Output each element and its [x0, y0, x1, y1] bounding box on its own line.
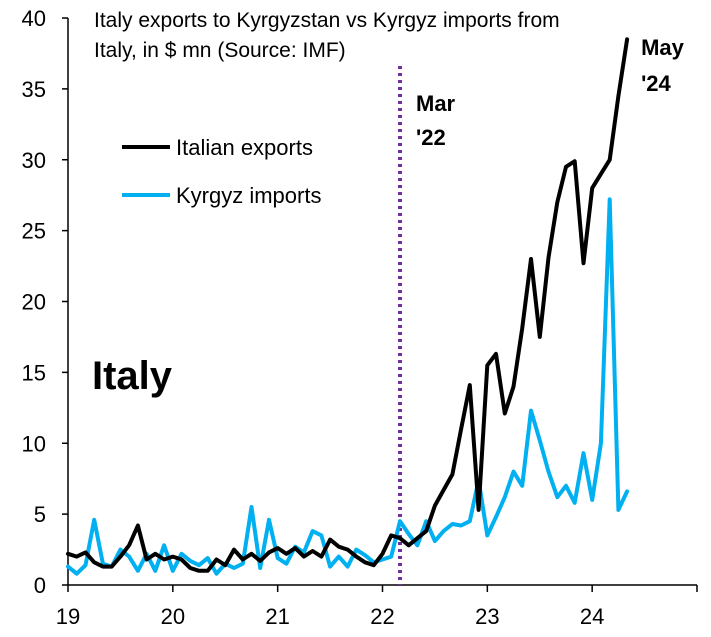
y-tick-label: 30: [22, 148, 46, 173]
legend: Italian exports Kyrgyz imports: [122, 135, 321, 208]
series-line-italian-exports: [66, 37, 630, 573]
x-tick-label: 24: [580, 604, 604, 629]
legend-label-italian-exports: Italian exports: [176, 135, 313, 160]
y-tick-label: 15: [22, 360, 46, 385]
y-tick-label: 40: [22, 6, 46, 31]
march-2022-label-line-2: '22: [416, 125, 446, 150]
x-axis-ticks: 19 20 21 22 23 24: [56, 585, 698, 629]
y-tick-label: 0: [34, 573, 46, 598]
series-lines: [66, 37, 630, 576]
may-2024-label-line-1: May: [641, 35, 685, 60]
x-tick-label: 19: [56, 604, 80, 629]
series-line-kyrgyz-imports: [66, 197, 630, 576]
x-tick-label: 20: [161, 604, 185, 629]
y-tick-label: 20: [22, 290, 46, 315]
chart-title-line-1: Italy exports to Kyrgyzstan vs Kyrgyz im…: [94, 9, 560, 32]
legend-label-kyrgyz-imports: Kyrgyz imports: [176, 183, 321, 208]
x-tick-label: 22: [370, 604, 394, 629]
y-tick-label: 35: [22, 77, 46, 102]
y-tick-label: 25: [22, 219, 46, 244]
x-tick-label: 23: [475, 604, 499, 629]
march-2022-label-line-1: Mar: [416, 91, 456, 116]
x-tick-label: 21: [265, 604, 289, 629]
y-tick-label: 5: [34, 502, 46, 527]
may-2024-label-line-2: '24: [641, 71, 671, 96]
y-tick-label: 10: [22, 431, 46, 456]
panel-label-italy: Italy: [92, 354, 173, 398]
chart-title-line-2: Italy, in $ mn (Source: IMF): [94, 39, 346, 62]
y-axis-ticks: 0 5 10 15 20 25 30 35 40: [22, 6, 68, 598]
